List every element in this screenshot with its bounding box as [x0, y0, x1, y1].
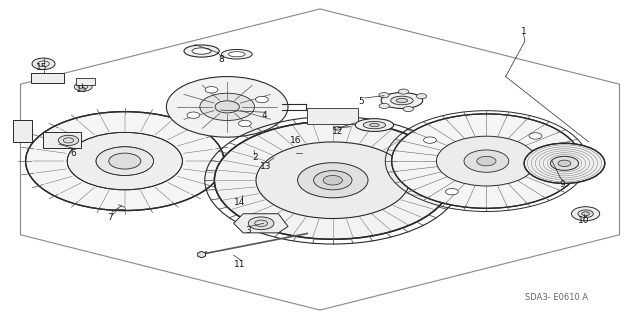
Circle shape	[256, 142, 410, 219]
Circle shape	[578, 210, 593, 218]
Polygon shape	[278, 142, 346, 170]
Circle shape	[269, 165, 278, 170]
Ellipse shape	[396, 98, 408, 103]
Circle shape	[96, 147, 154, 175]
Ellipse shape	[242, 150, 266, 157]
Circle shape	[26, 112, 224, 211]
Circle shape	[58, 135, 79, 145]
Text: 13: 13	[260, 162, 271, 171]
Circle shape	[398, 89, 408, 94]
Circle shape	[200, 93, 255, 121]
Text: 8: 8	[218, 56, 223, 64]
Circle shape	[333, 126, 341, 130]
Text: 6: 6	[71, 149, 76, 158]
Ellipse shape	[369, 123, 379, 127]
Text: 9: 9	[559, 180, 564, 189]
Text: 1: 1	[521, 27, 526, 36]
Ellipse shape	[355, 119, 394, 131]
Text: 5: 5	[359, 97, 364, 106]
Text: 15: 15	[36, 63, 47, 72]
Circle shape	[67, 132, 182, 190]
Circle shape	[248, 217, 274, 230]
Text: 12: 12	[332, 127, 343, 136]
Circle shape	[550, 156, 579, 170]
Circle shape	[166, 77, 288, 137]
Circle shape	[392, 114, 581, 208]
Polygon shape	[76, 78, 95, 85]
Ellipse shape	[184, 45, 219, 57]
Ellipse shape	[221, 49, 252, 59]
Circle shape	[529, 133, 542, 139]
Circle shape	[255, 96, 268, 103]
Circle shape	[403, 107, 413, 112]
Text: 10: 10	[578, 216, 589, 225]
Polygon shape	[264, 156, 285, 163]
Text: 14: 14	[234, 198, 246, 207]
Polygon shape	[224, 185, 266, 204]
Circle shape	[572, 207, 600, 221]
Circle shape	[205, 86, 218, 93]
Text: 16: 16	[290, 137, 301, 145]
Circle shape	[109, 153, 141, 169]
Polygon shape	[307, 108, 358, 124]
Circle shape	[464, 150, 509, 172]
Text: 3: 3	[246, 226, 251, 235]
Circle shape	[379, 93, 389, 98]
Text: 2: 2	[252, 153, 257, 162]
Circle shape	[215, 101, 239, 113]
Circle shape	[323, 175, 342, 185]
Circle shape	[187, 112, 200, 118]
Circle shape	[379, 103, 389, 108]
Circle shape	[214, 121, 451, 239]
Polygon shape	[31, 73, 64, 83]
Ellipse shape	[381, 93, 423, 108]
Text: 4: 4	[262, 111, 267, 120]
Text: SDA3- E0610 A: SDA3- E0610 A	[525, 293, 588, 302]
Ellipse shape	[192, 48, 211, 54]
Polygon shape	[13, 120, 32, 142]
Text: 15: 15	[76, 85, 88, 94]
Polygon shape	[43, 132, 81, 148]
Circle shape	[477, 156, 496, 166]
Circle shape	[445, 189, 458, 195]
Circle shape	[582, 212, 589, 216]
Text: 11: 11	[234, 260, 246, 269]
Ellipse shape	[231, 146, 277, 160]
Text: 7: 7	[108, 213, 113, 222]
Ellipse shape	[390, 96, 413, 105]
Circle shape	[417, 94, 427, 99]
Circle shape	[239, 120, 252, 127]
Circle shape	[436, 136, 536, 186]
Polygon shape	[198, 251, 205, 258]
Ellipse shape	[364, 122, 385, 129]
Circle shape	[424, 137, 436, 143]
Circle shape	[314, 171, 352, 190]
Circle shape	[298, 163, 368, 198]
Circle shape	[558, 160, 571, 167]
Circle shape	[32, 58, 55, 70]
Ellipse shape	[248, 152, 260, 155]
Ellipse shape	[228, 52, 245, 57]
Circle shape	[524, 143, 605, 183]
Circle shape	[74, 82, 92, 91]
Polygon shape	[234, 214, 288, 233]
Circle shape	[235, 189, 255, 200]
